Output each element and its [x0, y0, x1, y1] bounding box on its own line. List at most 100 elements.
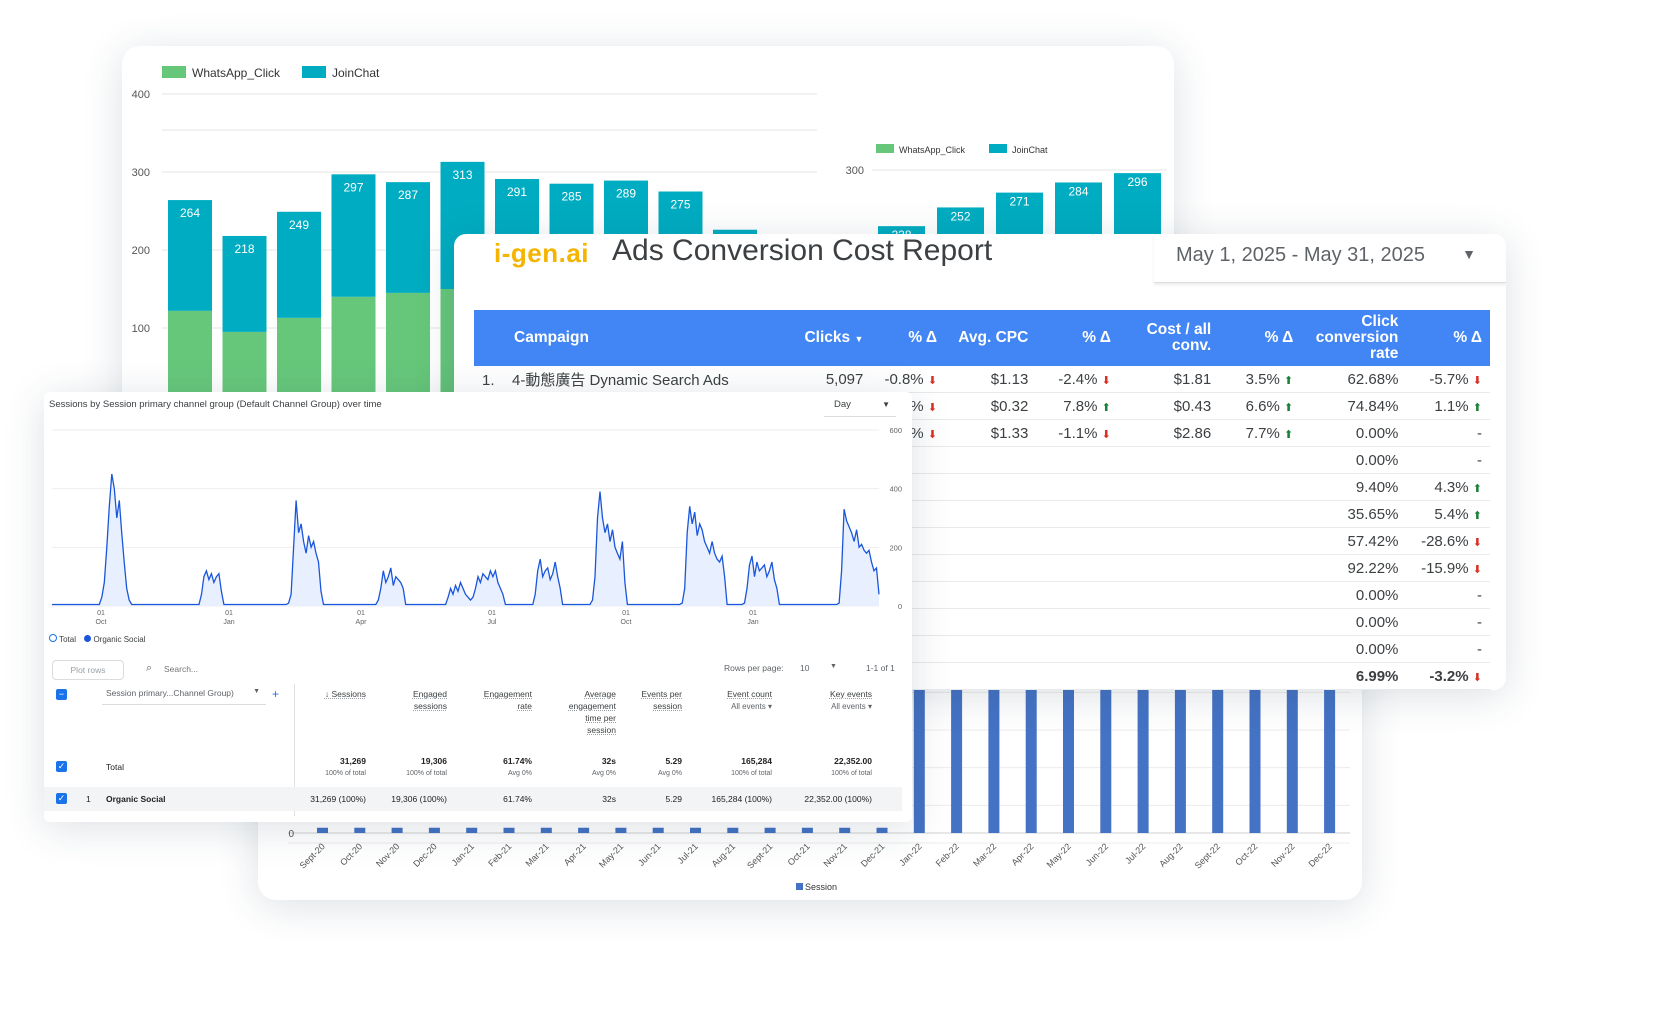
- select-all-checkbox[interactable]: −: [56, 689, 67, 700]
- clicks-cell: 5,097: [779, 366, 872, 393]
- col-delta-1[interactable]: % Δ: [871, 310, 946, 366]
- campaign-row[interactable]: 1. 4-動態廣告 Dynamic Search Ads 5,097 -0.8% ⬇ $…: [474, 366, 1490, 393]
- total-subvalue: 100% of total: [325, 770, 366, 777]
- pager-text: 1-1 of 1: [866, 663, 895, 673]
- search-input[interactable]: [162, 660, 366, 678]
- cpc-cell: [945, 581, 1037, 609]
- search-icon: ⌕: [146, 662, 153, 674]
- dimension-select[interactable]: Session primary...Channel Group) ▼: [102, 688, 266, 705]
- cpc-cell: [945, 446, 1037, 474]
- caret-down-icon: ▼: [882, 400, 890, 409]
- cost-cell: [1118, 635, 1220, 663]
- delta-cell: -: [1406, 581, 1490, 609]
- total-subvalue: Avg 0%: [592, 770, 616, 777]
- bar-total-label: 297: [343, 180, 363, 194]
- y-tick-label: 300: [132, 167, 150, 179]
- ga-legend: Total Organic Social: [49, 634, 145, 644]
- x-tick-label: Nov-22: [1269, 841, 1297, 869]
- ga-column-header[interactable]: Average engagement time per session: [568, 689, 616, 735]
- delta-cell: 4.3% ⬆: [1406, 473, 1490, 501]
- ga-column-header[interactable]: Events per session: [641, 689, 682, 711]
- x-tick-day: 01: [225, 610, 233, 617]
- arrow-down-icon: ⬇: [1472, 671, 1482, 684]
- delta-cell: [1219, 500, 1302, 528]
- col-avg-cpc[interactable]: Avg. CPC: [945, 310, 1037, 366]
- x-tick-label: Jan-21: [450, 841, 477, 868]
- bar-whatsapp: [168, 310, 212, 406]
- x-tick-month: Jan: [223, 619, 234, 626]
- cost-cell: [1118, 554, 1220, 582]
- rows-per-page-label: Rows per page:: [724, 663, 784, 673]
- events-filter[interactable]: All events ▾: [831, 702, 872, 711]
- col-clicks[interactable]: Clicks ▼: [779, 310, 872, 366]
- arrow-up-icon: ⬆: [1472, 401, 1482, 414]
- caret-down-icon: ▼: [830, 663, 837, 670]
- delta-cell: -0.8% ⬇: [871, 366, 946, 393]
- row-index: 1.: [482, 371, 495, 389]
- col-delta-3[interactable]: % Δ: [1219, 310, 1302, 366]
- ga-column-header[interactable]: ↓ Sessions: [324, 689, 366, 699]
- arrow-down-icon: ⬇: [927, 401, 938, 414]
- campaign-name: 4-動態廣告 Dynamic Search Ads: [512, 371, 729, 389]
- bar-whatsapp: [386, 292, 430, 406]
- col-delta-4[interactable]: % Δ: [1406, 310, 1490, 366]
- organic-social-row[interactable]: [44, 787, 902, 811]
- row-checkbox[interactable]: ✓: [56, 793, 67, 804]
- x-tick-label: Jan-22: [897, 841, 924, 868]
- rows-per-page-select[interactable]: 10 ▼: [800, 663, 840, 673]
- session-bar: [764, 827, 776, 833]
- events-filter[interactable]: All events ▾: [731, 702, 772, 711]
- cpc-cell: $0.32: [945, 392, 1037, 420]
- total-value: 165,284: [741, 756, 772, 766]
- cpc-cell: $1.13: [945, 366, 1037, 393]
- x-tick-label: May-22: [1045, 841, 1073, 869]
- session-bar: [913, 675, 925, 833]
- delta-cell: [1036, 662, 1119, 690]
- total-checkbox[interactable]: ✓: [56, 761, 67, 772]
- col-delta-2[interactable]: % Δ: [1036, 310, 1119, 366]
- ga-column-header[interactable]: Event count: [727, 689, 772, 699]
- bar-joinchat: [386, 182, 430, 293]
- delta-cell: 5.4% ⬆: [1406, 500, 1490, 528]
- col-campaign[interactable]: Campaign: [474, 310, 780, 366]
- bar-total-label: 275: [670, 198, 690, 212]
- row-index: 1: [86, 794, 91, 804]
- x-tick-label: Nov-21: [822, 841, 850, 869]
- delta-cell: [1219, 473, 1302, 501]
- session-bar: [578, 827, 590, 833]
- plot-rows-button[interactable]: Plot rows: [52, 660, 124, 680]
- rate-cell: 9.40%: [1301, 473, 1407, 501]
- delta-cell: [1219, 446, 1302, 474]
- total-legend-icon: [49, 634, 57, 642]
- date-range-picker[interactable]: May 1, 2025 - May 31, 2025 ▼: [1154, 234, 1506, 283]
- delta-cell: 6.6% ⬆: [1219, 392, 1302, 420]
- col-cost-conv[interactable]: Cost / all conv.: [1118, 310, 1220, 366]
- rate-cell: 62.68%: [1301, 366, 1407, 393]
- x-tick-label: Mar-22: [971, 841, 998, 868]
- ga-column-header[interactable]: Engaged sessions: [412, 689, 447, 711]
- x-tick-label: Oct-20: [338, 841, 364, 867]
- ga-column-header[interactable]: Key events: [829, 689, 872, 699]
- arrow-up-icon: ⬆: [1472, 482, 1482, 495]
- bar-total-label: 264: [180, 206, 200, 220]
- legend-label: WhatsApp_Click: [192, 66, 281, 80]
- col-click-conv-rate[interactable]: Click conversion rate: [1301, 310, 1407, 366]
- row-value: 22,352.00 (100%): [804, 794, 872, 804]
- dimension-label: Session primary...Channel Group): [106, 688, 234, 698]
- x-tick-label: Aug-22: [1157, 841, 1185, 869]
- arrow-up-icon: ⬆: [1101, 401, 1111, 414]
- delta-cell: -3.2% ⬇: [1406, 662, 1490, 690]
- session-bar: [727, 827, 739, 833]
- x-tick-label: Sept-22: [1193, 841, 1222, 870]
- arrow-down-icon: ⬇: [927, 374, 938, 387]
- x-tick-label: Jun-21: [636, 841, 663, 868]
- granularity-select[interactable]: Day ▼: [824, 396, 896, 417]
- cpc-cell: [945, 635, 1037, 663]
- row-value: 165,284 (100%): [711, 794, 773, 804]
- add-dimension-icon[interactable]: +: [272, 687, 280, 701]
- ga-column-header[interactable]: Engagement rate: [483, 689, 532, 711]
- legend-total-label: Total: [59, 635, 76, 644]
- x-tick-label: Sept-21: [745, 841, 774, 870]
- y-tick-label: 100: [132, 323, 150, 335]
- arrow-down-icon: ⬇: [1472, 563, 1482, 576]
